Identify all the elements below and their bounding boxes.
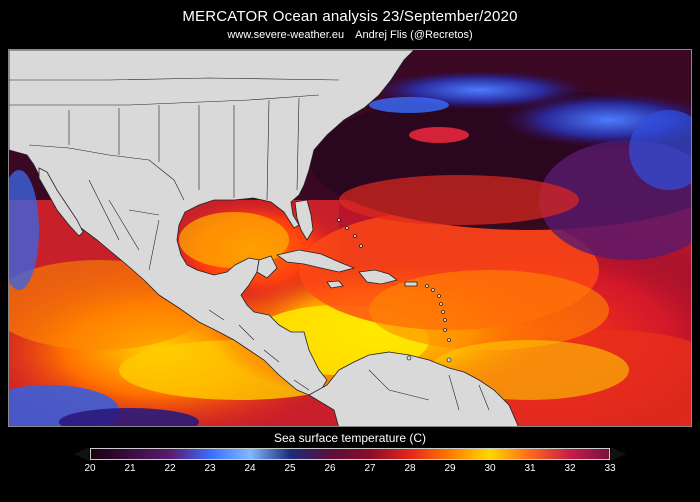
colorbar-upper-extend-arrow — [611, 447, 626, 461]
colorbar-tick-label: 27 — [364, 463, 376, 474]
map-subtitle: www.severe-weather.eu Andrej Flis (@Recr… — [0, 29, 700, 41]
colorbar-tick-label: 24 — [244, 463, 256, 474]
sst-map — [8, 49, 692, 427]
author-credit: Andrej Flis (@Recretos) — [355, 29, 473, 41]
colorbar-tick-label: 23 — [204, 463, 216, 474]
sst-colorbar — [90, 448, 610, 460]
colorbar-tick-label: 25 — [284, 463, 296, 474]
colorbar-lower-extend-arrow — [74, 447, 89, 461]
colorbar-ticks: 20 21 22 23 24 25 26 27 28 29 30 31 32 33 — [84, 463, 615, 477]
website-credit: www.severe-weather.eu — [227, 29, 345, 41]
colorbar-tick-label: 32 — [564, 463, 576, 474]
colorbar-tick-label: 22 — [164, 463, 176, 474]
legend-title: Sea surface temperature (C) — [273, 431, 427, 445]
map-title: MERCATOR Ocean analysis 23/September/202… — [182, 8, 518, 25]
colorbar-tick-label: 31 — [524, 463, 536, 474]
colorbar-tick-label: 28 — [404, 463, 416, 474]
colorbar-tick-label: 29 — [444, 463, 456, 474]
colorbar-tick-label: 21 — [124, 463, 136, 474]
sst-map-canvas — [9, 50, 691, 426]
colorbar-tick-label: 26 — [324, 463, 336, 474]
colorbar-tick-label: 20 — [84, 463, 96, 474]
island-markers — [337, 218, 452, 363]
colorbar-tick-label: 33 — [604, 463, 616, 474]
colorbar-tick-label: 30 — [484, 463, 496, 474]
